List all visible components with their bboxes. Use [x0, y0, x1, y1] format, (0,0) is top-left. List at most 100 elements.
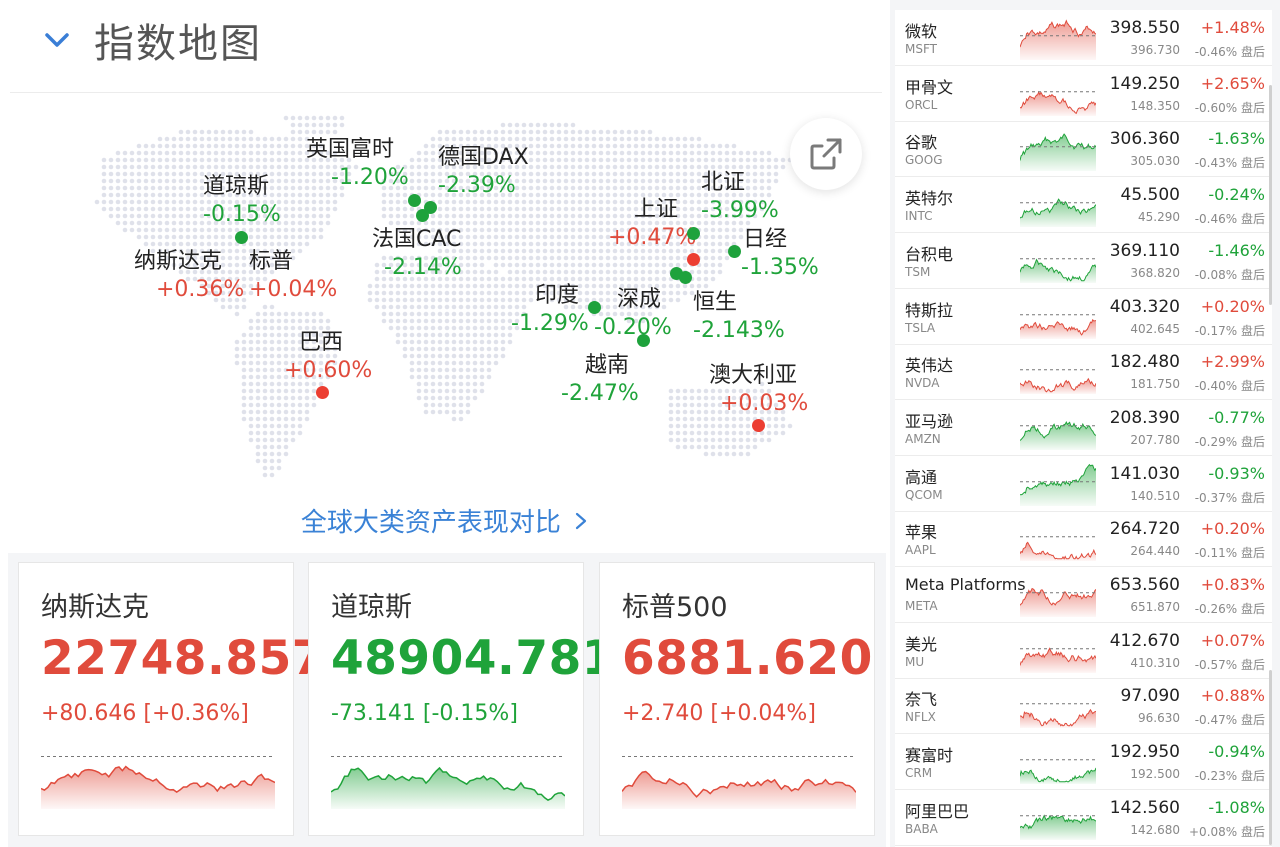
stock-price: 306.360 [1109, 129, 1180, 150]
header[interactable]: 指数地图 [40, 14, 262, 67]
stock-name: 英伟达 [905, 356, 954, 376]
stock-ticker: AAPL [905, 543, 936, 558]
stock-row[interactable]: 亚马逊 AMZN 208.390 207.780 -0.77% -0.29% 盘后 [895, 400, 1272, 456]
stock-row[interactable]: 苹果 AAPL 264.720 264.440 +0.20% -0.11% 盘后 [895, 511, 1272, 568]
stock-row[interactable]: 英伟达 NVDA 182.480 181.750 +2.99% -0.40% 盘后 [895, 344, 1272, 401]
stock-last-price: 207.780 [1130, 432, 1180, 447]
marker-value: +0.36% [156, 277, 245, 302]
marker-label: 恒生 [693, 290, 738, 315]
stock-last-price: 45.290 [1138, 210, 1180, 225]
stock-name: 英特尔 [905, 189, 954, 209]
stock-row[interactable]: Meta Platforms META 653.560 651.870 +0.83% -0… [895, 567, 1272, 623]
stock-ticker: TSM [905, 264, 931, 279]
stock-name: 高通 [905, 467, 938, 487]
stock-name: 特斯拉 [905, 300, 954, 320]
marker-dot[interactable] [588, 301, 601, 314]
stock-price: 149.250 [1109, 73, 1180, 94]
marker-label: 道琼斯 [203, 174, 270, 199]
marker-label: 英国富时 [306, 137, 395, 162]
marker-dot[interactable] [416, 209, 429, 222]
stock-ticker: AMZN [905, 431, 941, 446]
stock-price: 208.390 [1109, 407, 1180, 428]
marker-dot[interactable] [408, 194, 421, 207]
stock-price: 141.030 [1109, 463, 1180, 484]
card-price: 22748.857 [41, 631, 325, 686]
stock-after-hours: -0.43% 盘后 [1194, 156, 1265, 171]
stock-ticker: MU [905, 654, 925, 669]
stock-sparkline [1020, 313, 1096, 339]
stock-sparkline [1020, 258, 1096, 283]
stock-row[interactable]: 甲骨文 ORCL 149.250 148.350 +2.65% -0.60% 盘后 [895, 66, 1272, 122]
world-map [94, 115, 793, 478]
stock-last-price: 264.440 [1130, 544, 1180, 559]
stock-row[interactable]: 高通 QCOM 141.030 140.510 -0.93% -0.37% 盘后 [895, 456, 1272, 512]
stock-name: 台积电 [905, 244, 954, 264]
stock-change: -0.93% [1208, 463, 1265, 483]
stock-row[interactable]: 台积电 TSM 369.110 368.820 -1.46% -0.08% 盘后 [895, 233, 1272, 289]
marker-dot[interactable] [637, 334, 650, 347]
stock-change: -1.46% [1208, 240, 1265, 260]
marker-dot[interactable] [679, 271, 692, 284]
stock-after-hours: -0.29% 盘后 [1194, 434, 1265, 449]
stock-sparkline [1020, 536, 1096, 562]
compare-link-label: 全球大类资产表现对比 [300, 508, 561, 538]
stock-change: +0.83% [1200, 575, 1265, 594]
index-card-nasdaq[interactable]: 纳斯达克 22748.857 +80.646 [+0.36%] [18, 562, 324, 836]
card-price: 6881.620 [622, 631, 873, 686]
stock-row[interactable]: 谷歌 GOOG 306.360 305.030 -1.63% -0.43% 盘后 [895, 121, 1272, 178]
stock-name: 亚马逊 [905, 411, 954, 431]
marker-value: -3.99% [701, 198, 779, 223]
index-card-sp500[interactable]: 标普500 6881.620 +2.740 [+0.04%] [599, 562, 875, 836]
stock-after-hours: -0.26% 盘后 [1194, 602, 1265, 616]
scrollbar[interactable] [1269, 670, 1272, 845]
global-asset-compare-link[interactable]: 全球大类资产表现对比 [0, 502, 890, 539]
stock-last-price: 368.820 [1130, 265, 1180, 280]
stock-ticker: NVDA [905, 376, 940, 391]
stock-price: 403.320 [1109, 296, 1180, 317]
scrollbar[interactable] [1269, 85, 1272, 305]
marker-dot[interactable] [687, 253, 700, 266]
stock-sparkline [1020, 703, 1096, 729]
stock-row[interactable]: 美光 MU 412.670 410.310 +0.07% -0.57% 盘后 [895, 623, 1272, 679]
stock-row[interactable]: 赛富时 CRM 192.950 192.500 -0.94% -0.23% 盘后 [895, 734, 1272, 791]
marker-value: -2.14% [384, 255, 462, 280]
external-link-icon [810, 138, 842, 170]
marker-dot[interactable] [235, 231, 248, 244]
marker-label: 澳大利亚 [709, 363, 798, 388]
marker-dot[interactable] [316, 386, 329, 399]
stock-after-hours: -0.47% 盘后 [1194, 713, 1265, 728]
marker-value: +0.04% [249, 277, 338, 302]
stock-ticker: BABA [905, 821, 938, 836]
stock-ticker: MSFT [905, 42, 937, 56]
stock-sparkline [1020, 420, 1096, 450]
marker-value: +0.03% [720, 391, 809, 416]
stock-row[interactable]: 微软 MSFT 398.550 396.730 +1.48% -0.46% 盘后 [895, 10, 1272, 66]
stock-row[interactable]: 英特尔 INTC 45.500 45.290 -0.24% -0.46% 盘后 [895, 177, 1272, 234]
stock-after-hours: +0.08% 盘后 [1189, 824, 1265, 839]
share-button[interactable] [790, 118, 862, 190]
stock-last-price: 402.645 [1130, 321, 1180, 336]
marker-value: -0.15% [203, 202, 281, 227]
stock-list[interactable]: 微软 MSFT 398.550 396.730 +1.48% -0.46% 盘后 甲骨文 OR… [895, 10, 1272, 847]
stock-row[interactable]: 奈飞 NFLX 97.090 96.630 +0.88% -0.47% 盘后 [895, 678, 1272, 735]
card-change: +80.646 [+0.36%] [41, 701, 249, 726]
marker-dot[interactable] [752, 419, 765, 432]
marker-label: 巴西 [299, 330, 344, 355]
marker-value: -1.35% [741, 255, 819, 280]
stock-price: 369.110 [1109, 240, 1180, 261]
card-name: 标普500 [622, 592, 728, 623]
stock-name: 阿里巴巴 [905, 801, 970, 821]
index-card-dow[interactable]: 道琼斯 48904.781 -73.141 [-0.15%] [308, 562, 614, 836]
marker-dot[interactable] [728, 245, 741, 258]
stock-last-price: 96.630 [1138, 711, 1180, 726]
chevron-down-icon[interactable] [40, 23, 74, 57]
stock-row[interactable]: 特斯拉 TSLA 403.320 402.645 +0.20% -0.17% 盘后 [895, 289, 1272, 345]
stock-change: -0.77% [1208, 407, 1265, 427]
stock-after-hours: -0.46% 盘后 [1194, 45, 1265, 59]
marker-label: 日经 [743, 227, 788, 252]
marker-dot[interactable] [687, 227, 700, 240]
card-sparkline [41, 756, 275, 809]
stock-sparkline [1020, 133, 1096, 172]
stock-last-price: 651.870 [1130, 600, 1180, 614]
stock-row[interactable]: 阿里巴巴 BABA 142.560 142.680 -1.08% +0.08% 盘后 [895, 790, 1272, 846]
